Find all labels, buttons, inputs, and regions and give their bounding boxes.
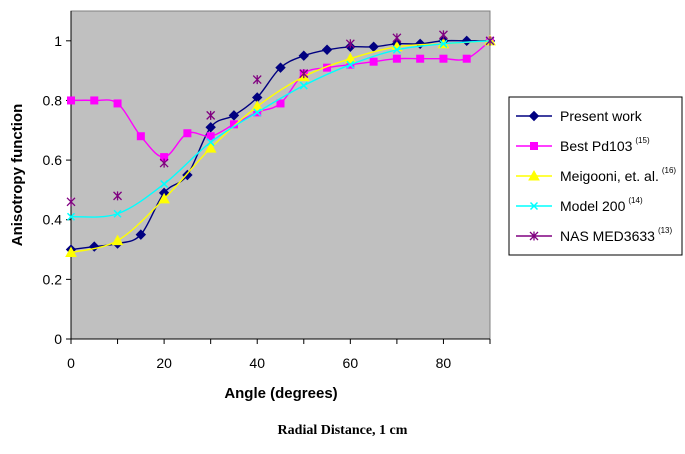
data-point [321,44,333,55]
legend-entry: Model 200 (14) [516,196,643,214]
data-point [205,122,216,133]
plot-area [70,10,491,340]
data-point [369,57,378,66]
data-point [344,52,357,64]
data-point [90,96,99,105]
data-point [439,39,448,48]
legend-superscript: (14) [628,196,643,205]
data-point [183,129,192,138]
data-point [345,39,355,49]
data-point [135,229,147,240]
data-point [158,192,170,204]
data-point [392,54,401,63]
legend-entry: Meigooni, et. al. (16) [516,166,676,184]
y-tick-label: 0.4 [43,212,63,228]
y-axis-ticks: 0 0.2 0.4 0.6 0.8 1 [43,33,71,347]
y-tick-label: 0.8 [43,92,63,108]
data-point [299,69,309,79]
legend-superscript: (16) [662,166,677,175]
series-layer [65,30,496,258]
data-point [67,96,75,105]
y-axis-title: Anisotropy function [9,104,26,247]
legend-label: NAS MED3633 [560,228,655,244]
data-point [206,110,216,120]
y-tick-label: 1 [54,33,62,49]
legend-marker [528,169,540,181]
data-point [276,99,285,108]
legend-label: Model 200 [560,198,626,214]
data-point [206,138,215,147]
legend-label: Present work [560,108,643,124]
data-point [111,234,124,246]
data-point [228,110,240,121]
legend-marker [529,231,539,241]
series-line [70,40,491,218]
legend-marker [529,201,539,211]
legend-entry: Present work [516,108,643,124]
data-point [182,169,193,181]
legend-label: Best Pd103 [560,138,633,154]
y-tick-label: 0 [54,331,62,347]
legend-label: Meigooni, et. al. [560,168,659,184]
legend-box [508,96,683,256]
series-4 [66,30,495,207]
x-axis-title: Angle (degrees) [224,385,337,402]
data-point [438,30,448,40]
axes [70,11,490,340]
legend-entry: NAS MED3633 (13) [516,226,673,244]
data-point [66,197,76,207]
data-point [416,54,425,63]
data-point [113,209,122,218]
data-point [253,108,262,117]
data-point [159,158,169,168]
x-tick-label: 20 [156,355,172,371]
data-point [65,246,77,258]
x-tick-label: 80 [436,355,452,371]
data-point [204,142,217,153]
data-point [206,132,215,141]
data-point [299,81,308,90]
x-tick-label: 0 [67,355,75,371]
data-point [392,45,401,54]
x-tick-label: 40 [249,355,265,371]
data-point [160,179,169,188]
legend-entry: Best Pd103 (15) [516,136,650,154]
y-tick-label: 0.2 [43,271,63,287]
legend-superscript: (13) [658,226,673,235]
data-point [485,36,495,46]
data-point [113,191,123,201]
data-point [439,54,448,63]
data-point [113,99,122,108]
data-point [66,212,76,221]
data-point [392,33,402,43]
series-line [70,40,491,254]
data-point [298,50,309,61]
data-point [251,100,264,111]
data-point [346,60,355,69]
data-point [275,62,286,73]
caption: Radial Distance, 1 cm [277,423,408,438]
data-point [252,75,262,85]
x-axis-ticks: 0 20 40 60 80 [67,339,491,371]
x-tick-label: 60 [343,355,359,371]
y-tick-label: 0.6 [43,152,63,168]
legend-marker [530,142,538,150]
data-point [462,54,471,63]
legend-marker [528,110,540,122]
legend-superscript: (15) [635,136,650,145]
legend: Present work Best Pd103 (15) Meigooni, et. … [508,96,683,256]
data-point [136,132,145,141]
